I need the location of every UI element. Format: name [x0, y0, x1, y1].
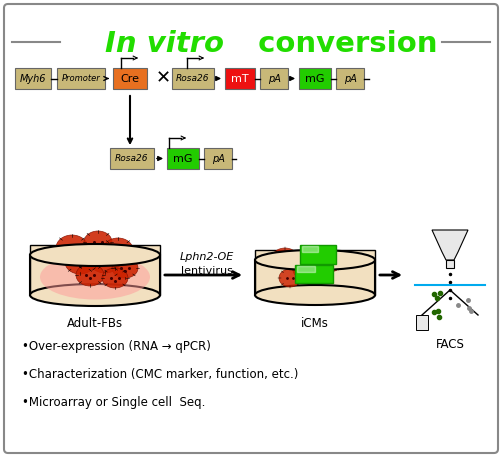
FancyBboxPatch shape	[30, 245, 160, 295]
Text: ✕: ✕	[155, 69, 170, 87]
Text: pA: pA	[267, 74, 280, 84]
Text: •Over-expression (RNA → qPCR): •Over-expression (RNA → qPCR)	[22, 340, 210, 353]
Polygon shape	[431, 230, 467, 260]
FancyBboxPatch shape	[224, 68, 255, 89]
Ellipse shape	[272, 248, 298, 268]
Ellipse shape	[293, 261, 316, 279]
Text: •Microarray or Single cell  Seq.: •Microarray or Single cell Seq.	[22, 396, 205, 409]
Ellipse shape	[84, 231, 112, 253]
FancyBboxPatch shape	[295, 265, 332, 283]
FancyBboxPatch shape	[57, 68, 105, 89]
FancyBboxPatch shape	[335, 68, 363, 89]
Ellipse shape	[56, 235, 88, 261]
FancyBboxPatch shape	[300, 245, 335, 264]
Polygon shape	[302, 246, 317, 252]
Ellipse shape	[65, 250, 95, 274]
Text: mG: mG	[305, 74, 324, 84]
Text: FACS: FACS	[435, 338, 463, 351]
Text: lentivirus: lentivirus	[181, 266, 232, 276]
Text: Rosa26: Rosa26	[176, 74, 209, 83]
Text: conversion: conversion	[247, 30, 437, 58]
FancyBboxPatch shape	[203, 148, 231, 169]
Ellipse shape	[279, 269, 301, 287]
Ellipse shape	[89, 247, 121, 273]
FancyBboxPatch shape	[260, 68, 288, 89]
Text: Myh6: Myh6	[20, 74, 46, 84]
Ellipse shape	[102, 268, 128, 288]
Text: Lphn2-OE: Lphn2-OE	[179, 252, 233, 262]
FancyBboxPatch shape	[299, 68, 330, 89]
Polygon shape	[445, 260, 453, 268]
FancyBboxPatch shape	[110, 148, 154, 169]
Ellipse shape	[255, 250, 374, 270]
Ellipse shape	[30, 284, 160, 306]
Polygon shape	[297, 266, 314, 272]
Ellipse shape	[112, 258, 138, 278]
Ellipse shape	[76, 264, 104, 286]
Text: mG: mG	[173, 154, 192, 164]
Ellipse shape	[30, 244, 160, 266]
Ellipse shape	[40, 255, 150, 299]
Text: Cre: Cre	[120, 74, 139, 84]
Ellipse shape	[318, 254, 340, 272]
FancyBboxPatch shape	[4, 4, 497, 453]
FancyBboxPatch shape	[167, 148, 198, 169]
Text: •Characterization (CMC marker, function, etc.): •Characterization (CMC marker, function,…	[22, 368, 298, 381]
Polygon shape	[415, 315, 427, 330]
FancyBboxPatch shape	[255, 250, 374, 295]
Ellipse shape	[103, 238, 133, 262]
Text: In vitro: In vitro	[105, 30, 223, 58]
Text: Rosa26: Rosa26	[115, 154, 148, 163]
FancyBboxPatch shape	[15, 68, 51, 89]
Text: mT: mT	[231, 74, 248, 84]
Text: pA: pA	[211, 154, 224, 164]
FancyBboxPatch shape	[113, 68, 147, 89]
Ellipse shape	[255, 285, 374, 305]
FancyBboxPatch shape	[172, 68, 213, 89]
Text: iCMs: iCMs	[301, 317, 328, 330]
Text: Adult-FBs: Adult-FBs	[67, 317, 123, 330]
Text: pA: pA	[343, 74, 356, 84]
Text: Promoter: Promoter	[62, 74, 100, 83]
